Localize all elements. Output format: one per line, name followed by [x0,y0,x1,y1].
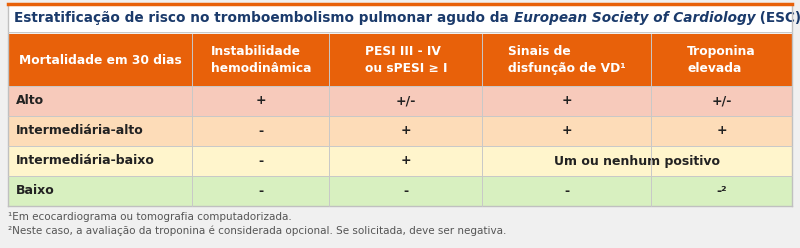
Text: +: + [401,124,411,137]
Text: Troponina
elevada: Troponina elevada [687,45,756,75]
Text: Instabilidade
hemodinâmica: Instabilidade hemodinâmica [210,45,311,75]
Text: Baixo: Baixo [16,185,54,197]
Text: (ESC): (ESC) [755,11,800,25]
Text: +: + [716,124,726,137]
Text: Sinais de
disfunção de VD¹: Sinais de disfunção de VD¹ [508,45,626,75]
Bar [8,86,792,116]
Text: European Society of Cardiology: European Society of Cardiology [514,11,755,25]
Text: Intermediária-alto: Intermediária-alto [16,124,144,137]
Text: +: + [562,94,572,107]
Text: -: - [258,185,263,197]
Text: -: - [258,155,263,167]
Bar [8,176,792,206]
Text: +: + [562,124,572,137]
Bar [8,4,792,32]
Text: +: + [255,94,266,107]
Text: -: - [403,185,409,197]
Text: Alto: Alto [16,94,44,107]
Text: Um ou nenhum positivo: Um ou nenhum positivo [554,155,720,167]
Text: +/-: +/- [396,94,416,107]
Text: ²Neste caso, a avaliação da troponina é considerada opcional. Se solicitada, dev: ²Neste caso, a avaliação da troponina é … [8,225,506,236]
Bar [8,146,792,176]
Bar [8,116,792,146]
Text: -²: -² [716,185,726,197]
Text: Estratificação de risco no tromboembolismo pulmonar agudo da: Estratificação de risco no tromboembolis… [14,11,514,25]
Text: +/-: +/- [711,94,732,107]
Text: -: - [564,185,569,197]
Text: ¹Em ecocardiograma ou tomografia computadorizada.: ¹Em ecocardiograma ou tomografia computa… [8,212,292,222]
Text: PESI III - IV
ou sPESI ≥ I: PESI III - IV ou sPESI ≥ I [365,45,447,75]
Text: +: + [401,155,411,167]
Text: Intermediária-baixo: Intermediária-baixo [16,155,155,167]
Text: Mortalidade em 30 dias: Mortalidade em 30 dias [18,54,182,66]
Text: -: - [258,124,263,137]
Bar [8,34,792,86]
